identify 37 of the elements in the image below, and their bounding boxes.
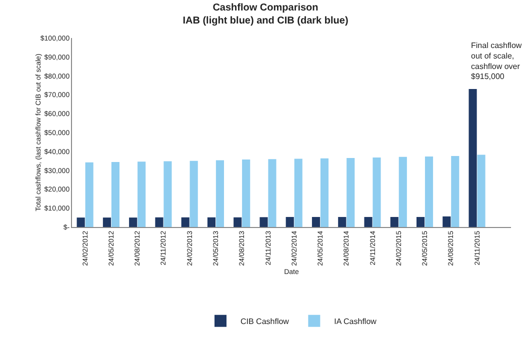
legend-label: CIB Cashflow (240, 317, 290, 326)
chart-subtitle: IAB (light blue) and CIB (dark blue) (182, 15, 348, 26)
bar (76, 218, 85, 227)
bar (424, 156, 434, 227)
bar (207, 217, 216, 227)
bar (216, 160, 224, 227)
bar (346, 158, 355, 227)
bar (294, 158, 302, 227)
bar (312, 216, 320, 227)
bar (164, 161, 172, 227)
bar (364, 216, 372, 227)
bar (268, 159, 276, 227)
bar (442, 216, 451, 227)
bar (138, 162, 146, 227)
bar (190, 160, 198, 227)
bar (468, 89, 477, 227)
chart-title: Cashflow Comparison (212, 2, 318, 14)
bar (477, 154, 486, 227)
bar (286, 216, 294, 227)
bar (242, 160, 250, 227)
bar (372, 157, 381, 227)
bar (451, 156, 460, 227)
bar (155, 217, 164, 227)
legend-label: IA Cashflow (334, 317, 377, 326)
annotation: Final cashflow out of scale, cashflow over $915,000 (471, 41, 522, 82)
bar (398, 156, 407, 227)
bar (129, 218, 138, 227)
bar (338, 216, 346, 227)
bar (85, 162, 94, 227)
bar (260, 217, 268, 227)
bar (234, 217, 242, 227)
bar (102, 218, 111, 227)
bar (390, 216, 398, 227)
bar (320, 158, 329, 227)
bar (111, 162, 120, 227)
bar (181, 217, 190, 227)
bar (416, 216, 425, 227)
